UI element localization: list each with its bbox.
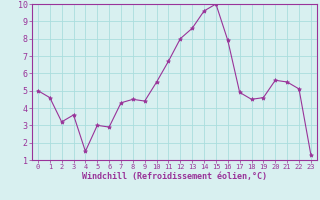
X-axis label: Windchill (Refroidissement éolien,°C): Windchill (Refroidissement éolien,°C)	[82, 172, 267, 181]
